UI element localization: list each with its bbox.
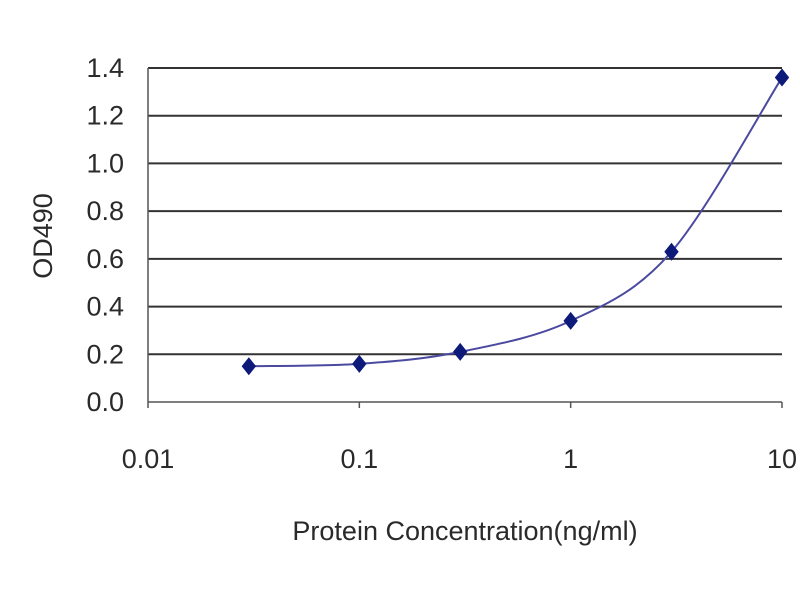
y-tick-label-2: 0.4 [86, 292, 124, 322]
x-tick-label-1: 0.1 [341, 444, 379, 474]
data-point-0 [241, 357, 257, 376]
y-tick-label-7: 1.4 [86, 53, 124, 83]
x-tick-labels: 0.01 0.1 1 10 [122, 444, 797, 474]
x-tick-label-2: 1 [563, 444, 578, 474]
data-point-4 [664, 242, 679, 261]
data-point-5 [774, 68, 790, 87]
plot-axes [147, 68, 783, 408]
x-tick-label-0: 0.01 [122, 444, 175, 474]
data-markers [241, 68, 790, 376]
y-axis-title: OD490 [28, 193, 58, 279]
x-axis-title: Protein Concentration(ng/ml) [292, 516, 637, 546]
y-tick-labels: 0.0 0.2 0.4 0.6 0.8 1.0 1.2 1.4 [86, 53, 124, 417]
y-tick-label-1: 0.2 [86, 339, 124, 369]
horizontal-gridlines [148, 67, 782, 356]
y-tick-label-6: 1.2 [86, 101, 124, 131]
data-point-2 [452, 342, 468, 361]
y-tick-label-3: 0.6 [86, 244, 124, 274]
data-point-1 [352, 354, 367, 373]
x-tick-label-3: 10 [767, 444, 797, 474]
series-curve [248, 77, 783, 368]
y-tick-label-0: 0.0 [86, 387, 124, 417]
y-tick-label-4: 0.8 [86, 196, 124, 226]
y-tick-label-5: 1.0 [86, 148, 124, 178]
data-point-3 [563, 311, 578, 330]
